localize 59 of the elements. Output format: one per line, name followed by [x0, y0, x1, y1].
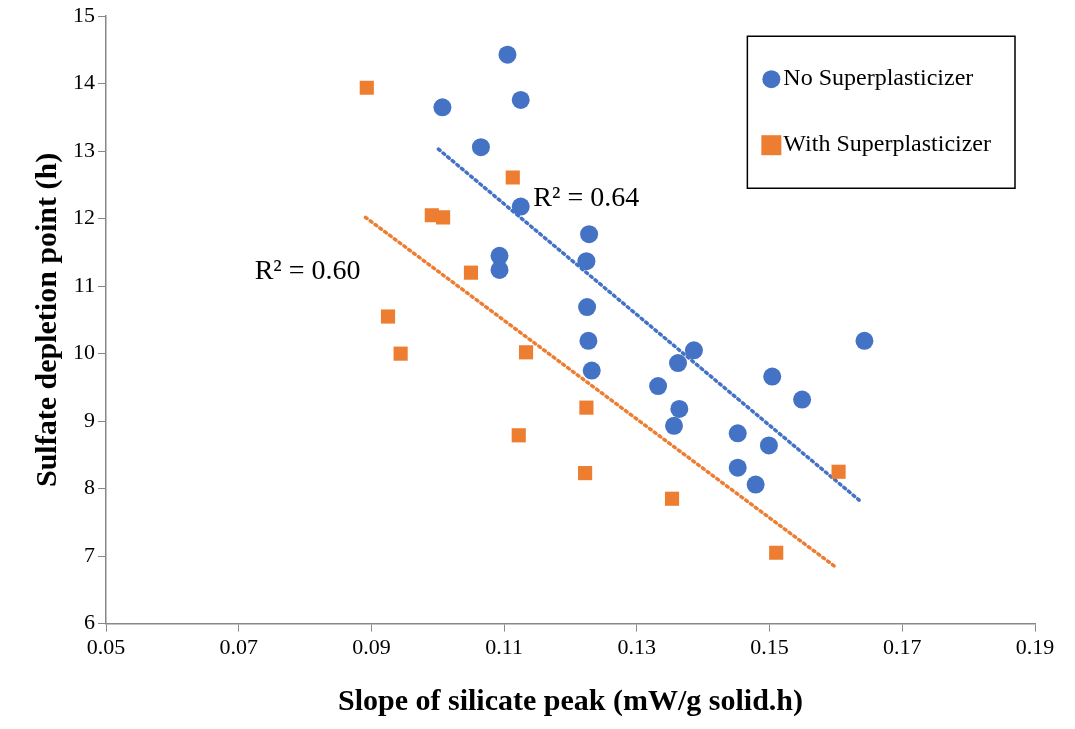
y-tick-label: 8	[84, 474, 95, 500]
point	[855, 331, 874, 350]
point	[511, 90, 530, 109]
x-tick-label: 0.17	[883, 633, 922, 659]
point	[471, 138, 490, 157]
point	[436, 210, 451, 225]
y-tick-label: 11	[73, 271, 95, 297]
x-tick-label: 0.13	[617, 633, 657, 659]
point	[664, 491, 680, 506]
y-tick-label: 12	[73, 204, 95, 230]
point	[670, 399, 689, 418]
point	[769, 545, 784, 560]
point	[759, 436, 778, 455]
annotation: R² = 0.64	[533, 180, 640, 212]
y-tick-label: 6	[84, 609, 95, 635]
point	[665, 416, 684, 435]
y-tick-label: 13	[73, 136, 95, 162]
point	[578, 466, 593, 481]
point	[393, 346, 408, 361]
point	[746, 475, 765, 494]
point	[578, 298, 597, 317]
x-tick-label: 0.07	[219, 633, 258, 659]
point	[505, 170, 520, 185]
point	[728, 458, 747, 477]
point	[728, 424, 747, 443]
point	[463, 265, 479, 280]
x-axis-title: Slope of silicate peak (mW/g solid.h)	[337, 682, 804, 717]
y-tick-label: 10	[73, 339, 95, 365]
point	[433, 98, 452, 117]
point	[579, 331, 598, 350]
point	[577, 252, 596, 271]
point	[579, 400, 594, 415]
y-tick-label: 14	[73, 69, 95, 95]
y-tick-label: 7	[84, 541, 95, 567]
point	[359, 80, 374, 95]
point	[669, 354, 687, 373]
y-tick-label: 15	[73, 1, 95, 27]
x-tick-label: 0.05	[86, 633, 126, 659]
point	[649, 377, 668, 396]
point	[763, 367, 782, 386]
point	[380, 309, 396, 324]
point	[498, 45, 517, 64]
point	[793, 390, 812, 409]
legend-label: With Superplasticizer	[783, 130, 992, 157]
point	[580, 225, 599, 244]
point	[518, 345, 534, 360]
x-tick-label: 0.19	[1015, 633, 1055, 659]
point	[511, 428, 526, 443]
x-tick-label: 0.09	[352, 633, 391, 659]
point	[582, 361, 601, 380]
y-tick-label: 9	[84, 406, 95, 432]
annotation: R² = 0.60	[254, 253, 361, 285]
point	[511, 197, 530, 216]
point	[831, 464, 846, 479]
x-tick-label: 0.15	[750, 633, 789, 659]
x-tick-label: 0.11	[485, 633, 523, 659]
y-axis-title: Sulfate depletion point (h)	[28, 152, 63, 488]
legend-label: No Superplasticizer	[783, 64, 974, 91]
point	[684, 341, 703, 360]
